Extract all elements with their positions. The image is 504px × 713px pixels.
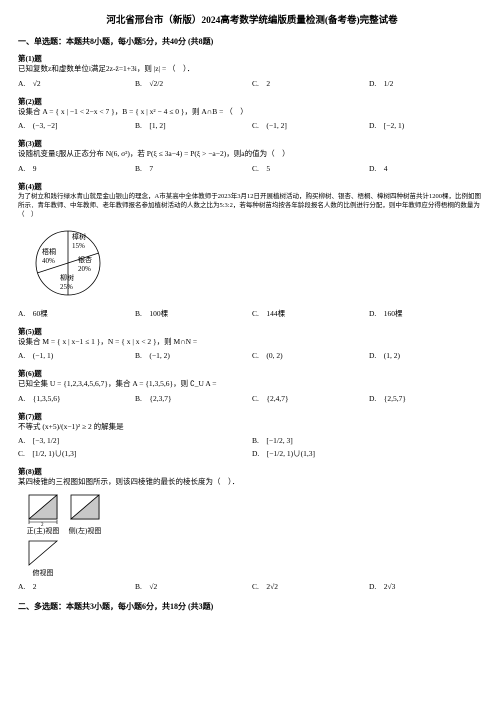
q3-body: 设随机变量ξ服从正态分布 N(6, σ²)，若 P(ξ ≤ 3a−4) = P(… [18, 149, 486, 160]
q1-opt-a: A. √2 [18, 77, 135, 90]
q5-opt-b: B. (−1, 2) [135, 349, 252, 362]
q8-opt-d: D. 2√3 [369, 580, 486, 593]
front-view: 2 正(主)视图 [26, 492, 60, 536]
q8-label: 第(8)题 [18, 466, 486, 477]
q4-pie-chart: 梧桐40% 樟树15% 银杏20% 柳树25% [28, 223, 108, 303]
pie-label-yinxing: 银杏20% [78, 255, 92, 273]
q6-opt-b: B. {2,3,7} [135, 392, 252, 405]
front-view-svg: 2 [26, 492, 60, 526]
q1-opt-c: C. 2 [252, 77, 369, 90]
q7-opt-b: B. [−1/2, 3] [252, 434, 486, 447]
q1-body: 已知复数z和虚数单位i满足2z-z̄=1+3i，则 |z| = （ ）． [18, 64, 486, 75]
pie-label-zhang: 樟树15% [72, 232, 86, 250]
q2-opt-d: D. [−2, 1) [369, 119, 486, 132]
q2-opt-a: A. (−3, −2] [18, 119, 135, 132]
q4-opt-c: C. 144棵 [252, 307, 369, 320]
q5-body: 设集合 M = { x | x−1 ≤ 1 }，N = { x | x < 2 … [18, 337, 486, 348]
q3-label: 第(3)题 [18, 138, 486, 149]
q6-body: 已知全集 U = {1,2,3,4,5,6,7}，集合 A = {1,3,5,6… [18, 379, 486, 390]
q1-opt-b: B. √2/2 [135, 77, 252, 90]
q4-opt-b: B. 100棵 [135, 307, 252, 320]
q4-body: 为了树立和践行绿水青山就是金山银山的理念，A市某高中全体教师于2023年3月12… [18, 192, 486, 219]
q5-label: 第(5)题 [18, 326, 486, 337]
q3-opt-d: D. 4 [369, 162, 486, 175]
top-view-svg [26, 538, 60, 568]
q6-opt-a: A. {1,3,5,6} [18, 392, 135, 405]
pie-label-wutong: 梧桐40% [42, 247, 56, 265]
q8-opt-c: C. 2√2 [252, 580, 369, 593]
section-1-heading: 一、单选题：本题共8小题，每小题5分，共40分 (共8题) [18, 36, 486, 47]
q3-opt-b: B. 7 [135, 162, 252, 175]
q2-options: A. (−3, −2] B. [1, 2] C. (−1, 2] D. [−2,… [18, 119, 486, 132]
q8-options: A. 2 B. √2 C. 2√2 D. 2√3 [18, 580, 486, 593]
q4-options: A. 60棵 B. 100棵 C. 144棵 D. 160棵 [18, 307, 486, 320]
q3-options: A. 9 B. 7 C. 5 D. 4 [18, 162, 486, 175]
q2-opt-b: B. [1, 2] [135, 119, 252, 132]
q1-options: A. √2 B. √2/2 C. 2 D. 1/2 [18, 77, 486, 90]
q8-opt-a: A. 2 [18, 580, 135, 593]
q7-opt-d: D. [−1/2, 1)∪(1,3] [252, 447, 486, 460]
pie-svg [28, 223, 108, 303]
side-view: 侧(左)视图 [68, 492, 102, 536]
pie-label-liu: 柳树25% [60, 273, 74, 291]
q6-label: 第(6)题 [18, 368, 486, 379]
q3-opt-c: C. 5 [252, 162, 369, 175]
top-view: 俯视图 [26, 538, 60, 578]
q2-label: 第(2)题 [18, 96, 486, 107]
q6-options: A. {1,3,5,6} B. {2,3,7} C. {2,4,7} D. {2… [18, 392, 486, 405]
q2-opt-c: C. (−1, 2] [252, 119, 369, 132]
q1-label: 第(1)题 [18, 53, 486, 64]
q8-views: 2 正(主)视图 侧(左)视图 [26, 492, 486, 536]
front-view-label: 正(主)视图 [26, 526, 60, 536]
q2-body: 设集合 A = { x | −1 < 2−x < 7 }，B = { x | x… [18, 107, 486, 118]
q6-opt-d: D. {2,5,7} [369, 392, 486, 405]
q7-opt-a: A. [−3, 1/2] [18, 434, 252, 447]
q6-opt-c: C. {2,4,7} [252, 392, 369, 405]
section-2-heading: 二、多选题：本题共3小题，每小题6分，共18分 (共3题) [18, 601, 486, 612]
top-view-label: 俯视图 [26, 568, 60, 578]
q5-opt-c: C. (0, 2) [252, 349, 369, 362]
side-view-svg [68, 492, 102, 526]
q1-opt-d: D. 1/2 [369, 77, 486, 90]
q4-opt-a: A. 60棵 [18, 307, 135, 320]
q4-opt-d: D. 160棵 [369, 307, 486, 320]
q5-opt-a: A. (−1, 1) [18, 349, 135, 362]
page-title: 河北省邢台市（新版）2024高考数学统编版质量检测(备考卷)完整试卷 [18, 12, 486, 26]
q4-label: 第(4)题 [18, 181, 486, 192]
q8-opt-b: B. √2 [135, 580, 252, 593]
q5-options: A. (−1, 1) B. (−1, 2) C. (0, 2) D. (1, 2… [18, 349, 486, 362]
side-view-label: 侧(左)视图 [68, 526, 102, 536]
q5-opt-d: D. (1, 2) [369, 349, 486, 362]
q3-opt-a: A. 9 [18, 162, 135, 175]
q8-views-row2: 俯视图 [26, 538, 486, 578]
q8-body: 某四棱锥的三视图如图所示，则该四棱锥的最长的棱长度为（ ）． [18, 477, 486, 488]
q7-label: 第(7)题 [18, 411, 486, 422]
q7-options: A. [−3, 1/2] B. [−1/2, 3] C. [1/2, 1)∪(1… [18, 434, 486, 460]
q7-body: 不等式 (x+5)/(x−1)² ≥ 2 的解集是 [18, 422, 486, 433]
q7-opt-c: C. [1/2, 1)∪(1,3] [18, 447, 252, 460]
